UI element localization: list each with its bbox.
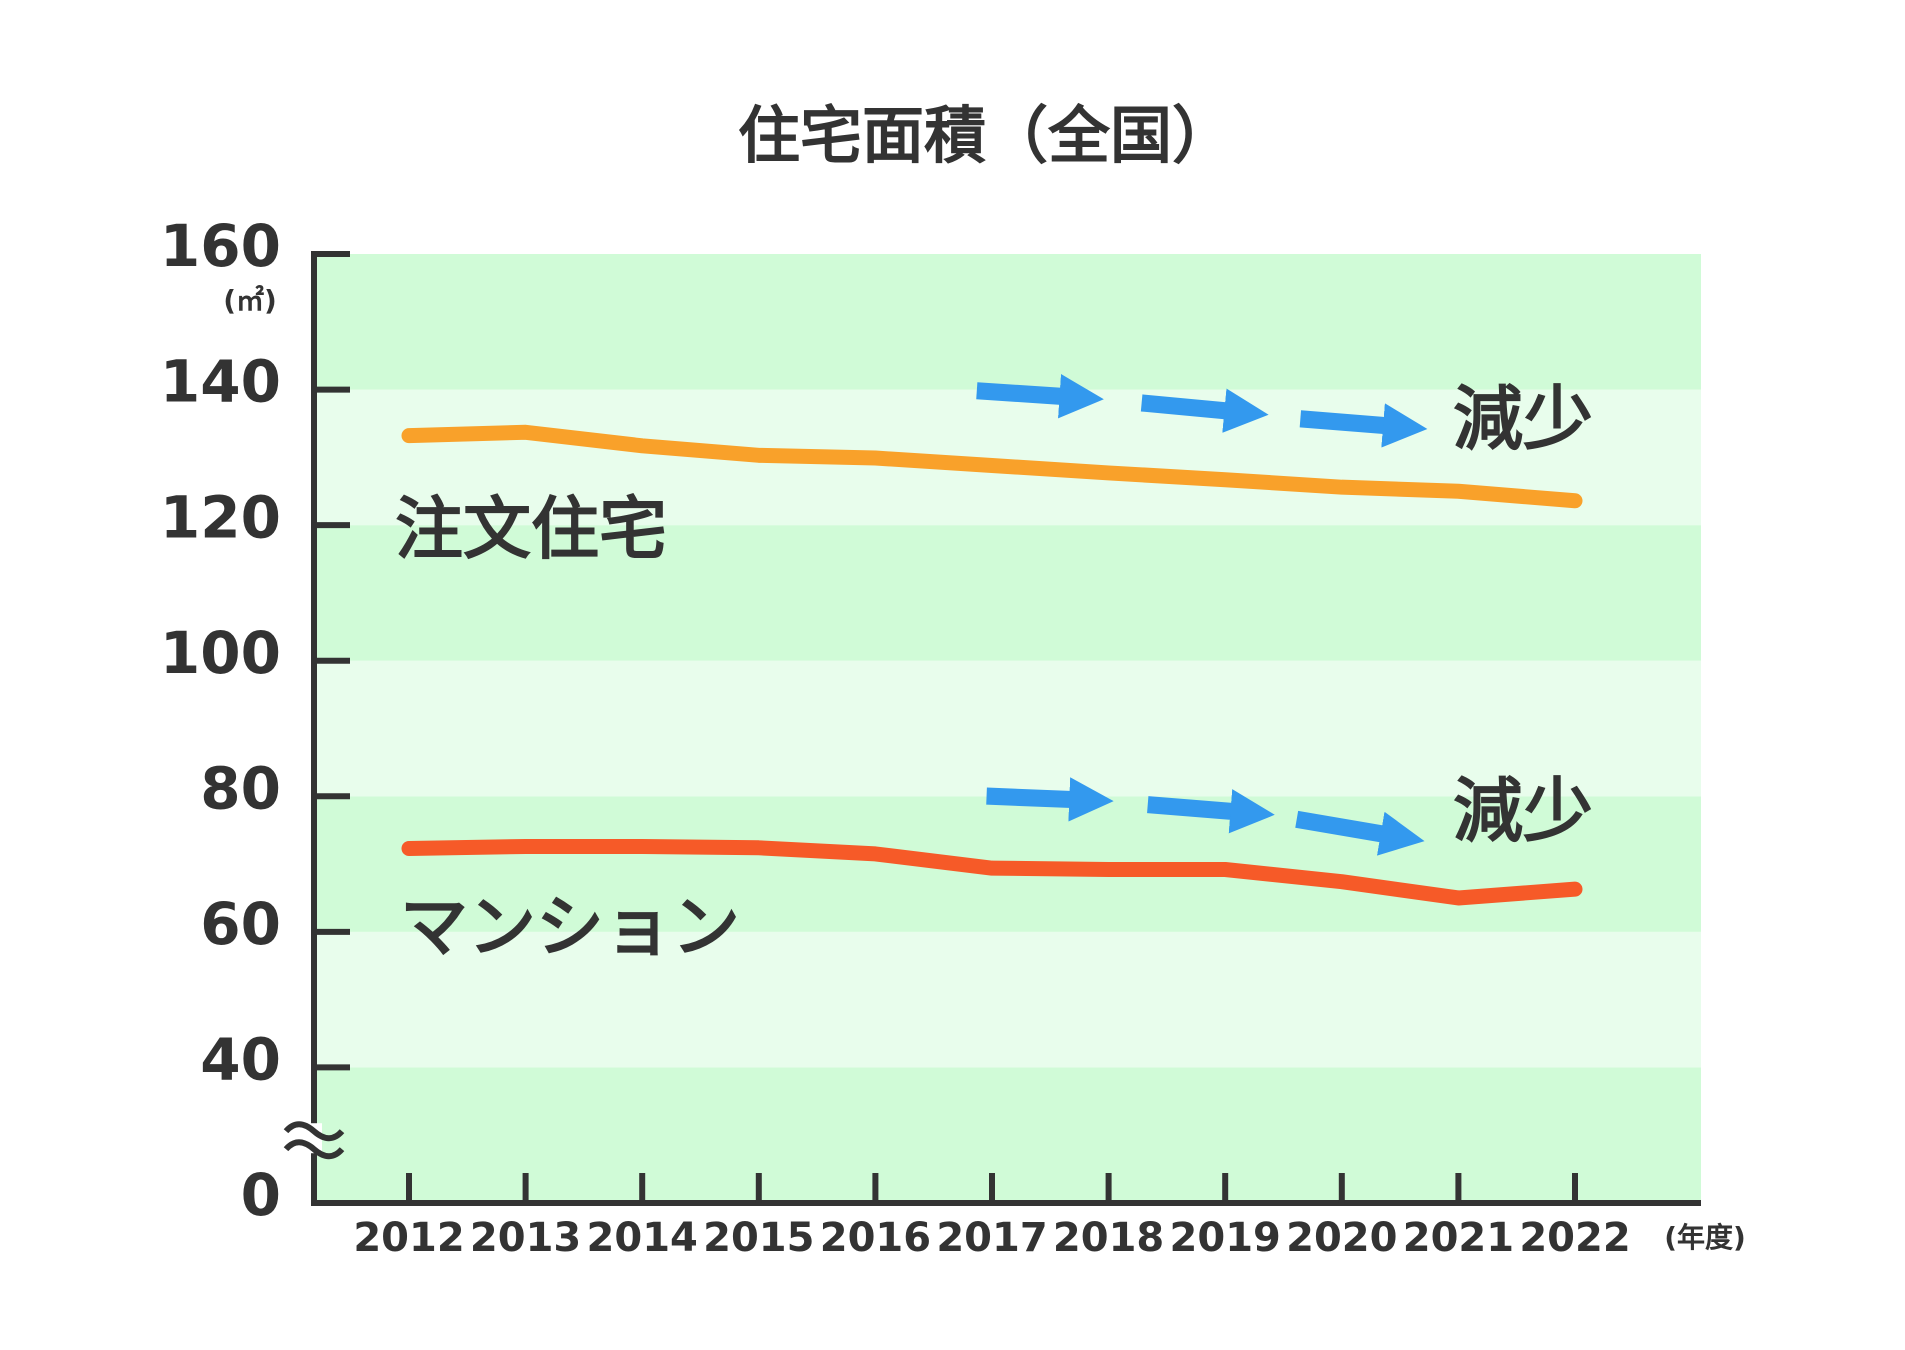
x-tick-label: 2021 [1403, 1215, 1514, 1261]
y-unit: (㎡) [223, 284, 277, 317]
series-label: マンション [400, 889, 740, 968]
arrow [1299, 403, 1428, 448]
y-tick-label: 120 [160, 483, 281, 551]
y-tick-label: 160 [160, 212, 281, 280]
plot-background [314, 254, 1701, 1203]
series-line [401, 838, 1583, 906]
band [314, 1067, 1701, 1203]
x-tick-label: 2020 [1286, 1215, 1397, 1261]
arrow [1147, 789, 1275, 834]
arrow [1295, 810, 1425, 856]
trend-arrows [976, 374, 1428, 856]
axis-break [283, 1139, 345, 1160]
y-tick-label: 100 [160, 619, 281, 687]
x-tick-label: 2014 [587, 1215, 698, 1261]
band [314, 389, 1701, 526]
band [314, 660, 1701, 797]
x-tick-label: 2016 [820, 1215, 931, 1261]
y-tick-label: 40 [200, 1026, 281, 1094]
x-tick-label: 2018 [1053, 1215, 1164, 1261]
band [314, 254, 1701, 390]
x-tick-label: 2013 [470, 1215, 581, 1261]
series-line [401, 424, 1583, 509]
arrow [986, 777, 1114, 822]
annotation: 減少 [1453, 770, 1593, 852]
x-tick-label: 2022 [1519, 1215, 1630, 1261]
y-tick-label: 0 [241, 1161, 281, 1229]
x-tick-label: 2012 [353, 1215, 464, 1261]
series-label: 注文住宅 [395, 491, 667, 570]
x-unit: (年度) [1664, 1221, 1746, 1254]
annotation: 減少 [1453, 378, 1593, 460]
arrow [976, 374, 1104, 419]
chart-title: 住宅面積（全国） [738, 99, 1234, 172]
arrow [1140, 388, 1269, 433]
band [314, 931, 1701, 1068]
x-tick-label: 2017 [936, 1215, 1047, 1261]
y-tick-label: 140 [160, 348, 281, 416]
x-tick-label: 2019 [1170, 1215, 1281, 1261]
y-tick-label: 60 [200, 890, 281, 958]
band [314, 525, 1701, 661]
x-tick-label: 2015 [703, 1215, 814, 1261]
axis-break [283, 1121, 345, 1142]
y-tick-label: 80 [200, 754, 281, 822]
